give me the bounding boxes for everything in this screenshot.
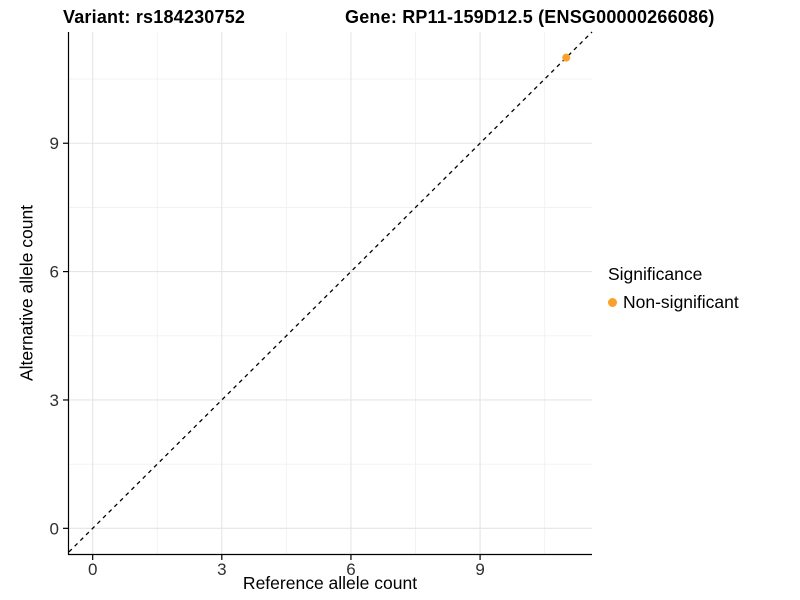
x-tick-label: 9 <box>475 560 484 579</box>
legend: Significance Non-significant <box>608 264 739 313</box>
x-tick-label: 6 <box>346 560 355 579</box>
legend-item-non-significant: Non-significant <box>608 292 739 313</box>
legend-title: Significance <box>608 264 703 284</box>
identity-line <box>68 31 593 553</box>
y-tick-label: 0 <box>50 519 59 538</box>
plot-title-gene: Gene: RP11-159D12.5 (ENSG00000266086) <box>345 7 715 27</box>
y-tick-label: 3 <box>50 391 59 410</box>
data-point <box>562 53 571 62</box>
legend-item-label: Non-significant <box>623 292 739 312</box>
y-tick-label: 6 <box>50 263 59 282</box>
plot-title-variant: Variant: rs184230752 <box>63 7 246 27</box>
y-tick-label: 9 <box>50 134 59 153</box>
legend-point-icon <box>608 298 617 307</box>
x-axis-title: Reference allele count <box>242 573 418 593</box>
x-tick-label: 3 <box>217 560 226 579</box>
x-tick-label: 0 <box>88 560 97 579</box>
